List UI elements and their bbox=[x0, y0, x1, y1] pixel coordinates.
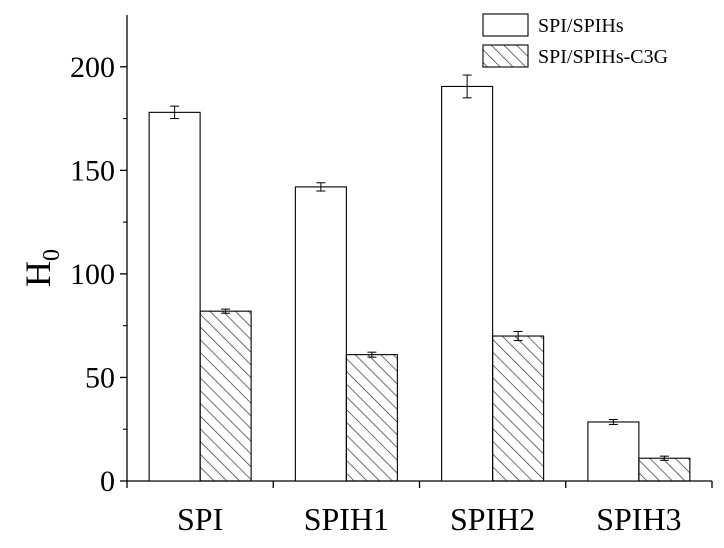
x-category-label: SPIH3 bbox=[596, 501, 681, 537]
bar-spih2-series-1 bbox=[441, 85, 494, 482]
x-category-label: SPIH1 bbox=[304, 501, 389, 537]
y-axis-label-main: H bbox=[18, 261, 58, 287]
legend: SPI/SPIHs SPI/SPIHs-C3G bbox=[482, 13, 668, 68]
y-tick-label: 150 bbox=[70, 154, 115, 187]
y-tick-label: 200 bbox=[70, 51, 115, 84]
legend-entry-label: SPI/SPIHs bbox=[538, 15, 624, 37]
y-tick-label: 0 bbox=[100, 465, 115, 498]
y-tick-label: 100 bbox=[70, 258, 115, 291]
bar-spi-series-1 bbox=[148, 111, 201, 482]
bar-spih1-series-1 bbox=[294, 186, 347, 482]
svg-text:H0: H0 bbox=[18, 249, 65, 287]
axes: 0 50 100 150 200 SPI SPIH1 SPIH2 SPIH3 bbox=[70, 15, 713, 537]
bar-spi-series-2 bbox=[199, 310, 252, 482]
legend-swatch bbox=[482, 44, 529, 68]
y-tick-label: 50 bbox=[85, 361, 115, 394]
y-axis-label-subscript: 0 bbox=[39, 249, 65, 261]
bar-spih3-series-1 bbox=[587, 421, 640, 482]
legend-entry-label: SPI/SPIHs-C3G bbox=[538, 46, 668, 68]
bar-spih2-series-2 bbox=[492, 335, 545, 482]
legend-swatch bbox=[482, 13, 529, 37]
bar-spih1-series-2 bbox=[345, 354, 398, 482]
bar-spih3-series-2 bbox=[638, 457, 691, 482]
y-axis-label: H0 bbox=[18, 249, 65, 287]
bars bbox=[148, 74, 691, 482]
x-category-label: SPIH2 bbox=[450, 501, 535, 537]
x-category-label: SPI bbox=[177, 501, 223, 537]
